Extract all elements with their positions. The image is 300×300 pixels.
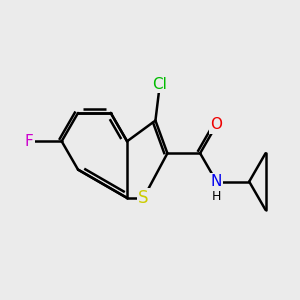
Text: O: O bbox=[211, 117, 223, 132]
Text: N: N bbox=[211, 174, 222, 189]
Text: F: F bbox=[25, 134, 33, 149]
Text: H: H bbox=[212, 190, 221, 203]
Text: Cl: Cl bbox=[152, 77, 167, 92]
Text: S: S bbox=[138, 189, 149, 207]
